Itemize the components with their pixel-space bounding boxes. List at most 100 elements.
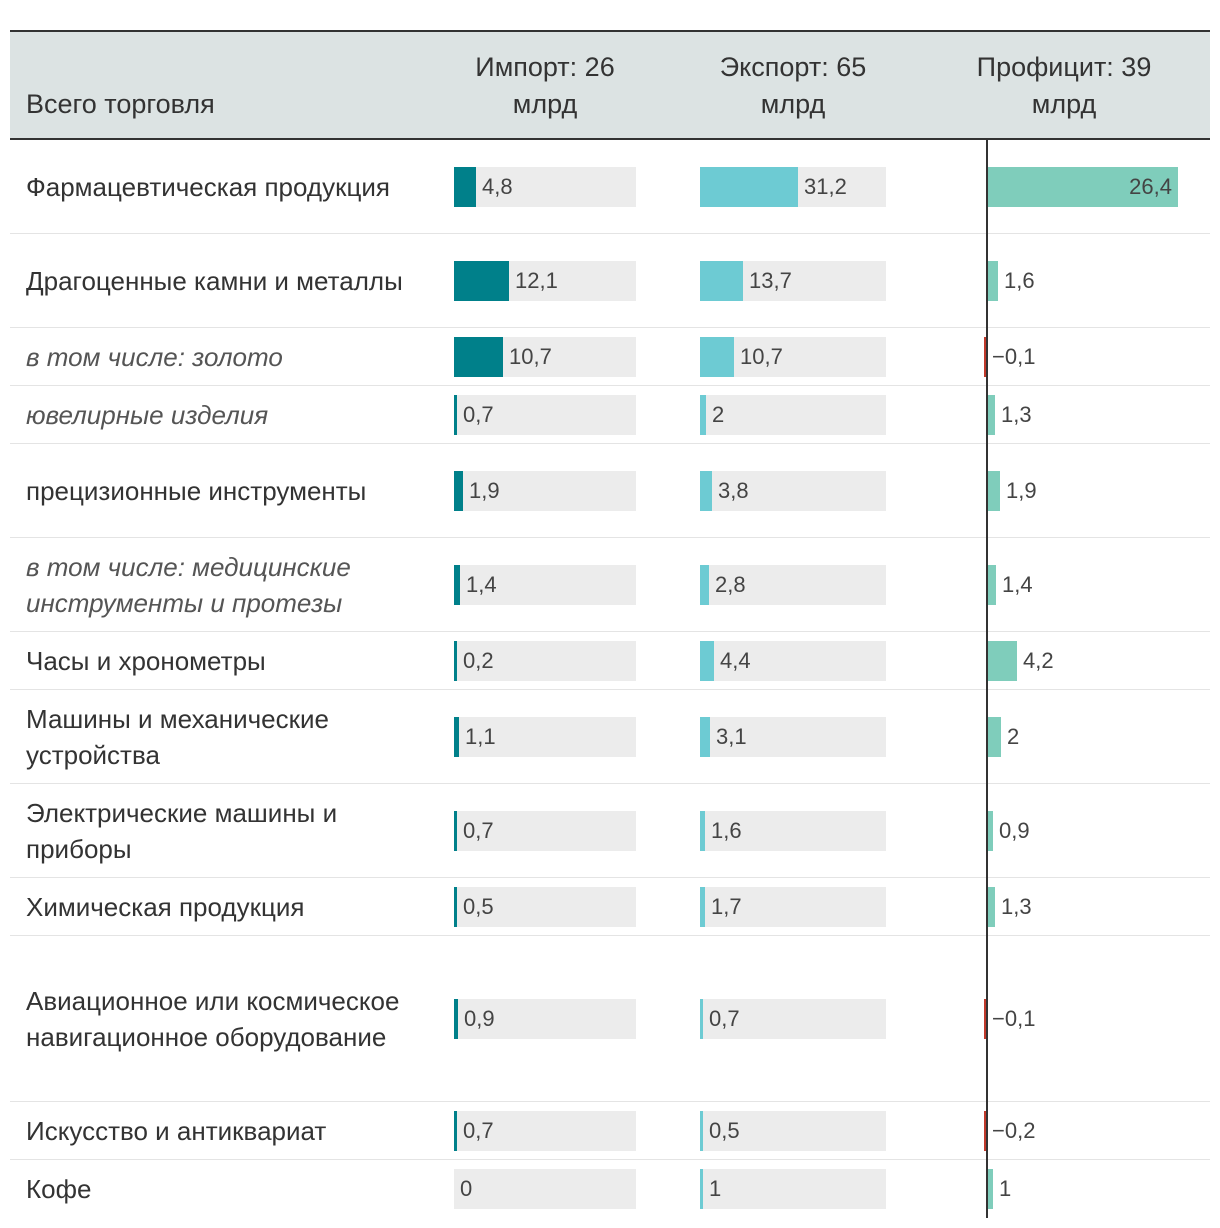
surplus-bar: [986, 260, 998, 301]
surplus-bar: [986, 564, 996, 605]
export-track: 0,7: [700, 998, 886, 1039]
row-label: Химическая продукция: [26, 891, 305, 922]
table-body: Фармацевтическая продукция 4,8 31,2 26,4 Дра…: [10, 140, 1210, 1218]
export-track: 1,7: [700, 886, 886, 927]
row-label: в том числе: золото: [26, 341, 283, 372]
import-bar: [454, 886, 457, 927]
import-value: 1,4: [466, 571, 497, 597]
export-track: 1: [700, 1169, 886, 1209]
import-value: 10,7: [509, 343, 552, 369]
export-bar: [700, 260, 743, 301]
export-value: 4,4: [720, 647, 751, 673]
import-track: 0,5: [454, 886, 636, 927]
export-bar: [700, 394, 706, 435]
import-value: 0,7: [463, 1117, 494, 1143]
table-header: Всего торговля Импорт: 26 млрд Экспорт: …: [10, 30, 1210, 140]
export-track: 3,1: [700, 716, 886, 757]
trade-table-chart: Всего торговля Импорт: 26 млрд Экспорт: …: [10, 30, 1210, 1218]
import-bar: [454, 640, 457, 681]
table-row: Часы и хронометры 0,2 4,4 4,2: [10, 632, 1210, 690]
export-bar: [700, 640, 714, 681]
export-value: 13,7: [749, 267, 792, 293]
import-track: 12,1: [454, 260, 636, 301]
export-value: 0,5: [709, 1117, 740, 1143]
table-row: прецизионные инструменты 1,9 3,8 1,9: [10, 444, 1210, 538]
surplus-value: 2: [1007, 723, 1020, 749]
export-value: 0,7: [709, 1005, 740, 1031]
header-import: Импорт: 26 млрд: [475, 52, 615, 119]
surplus-bar: [986, 1169, 993, 1209]
surplus-value: 1,6: [1004, 267, 1035, 293]
import-track: 0,2: [454, 640, 636, 681]
row-label: в том числе: медицинские инструменты и п…: [26, 551, 351, 618]
import-track: 4,8: [454, 166, 636, 207]
import-bar: [454, 166, 476, 207]
surplus-bar: [986, 166, 1178, 207]
import-value: 12,1: [515, 267, 558, 293]
import-value: 1,1: [465, 723, 496, 749]
export-bar: [700, 166, 798, 207]
table-row: Фармацевтическая продукция 4,8 31,2 26,4: [10, 140, 1210, 234]
surplus-value: 4,2: [1023, 647, 1054, 673]
surplus-value: 26,4: [1129, 173, 1172, 199]
surplus-bar: [986, 470, 1000, 511]
table-row: ювелирные изделия 0,7 2 1,3: [10, 386, 1210, 444]
surplus-bar: [986, 716, 1001, 757]
header-total-trade: Всего торговля: [26, 89, 215, 119]
import-value: 0,5: [463, 893, 494, 919]
table-row: Искусство и антиквариат 0,7 0,5 −0,2: [10, 1102, 1210, 1160]
export-bar: [700, 716, 710, 757]
surplus-zero-axis: [986, 140, 988, 1218]
row-label: Кофе: [26, 1174, 92, 1204]
export-track: 4,4: [700, 640, 886, 681]
import-track: 1,4: [454, 564, 636, 605]
row-label: Фармацевтическая продукция: [26, 171, 390, 202]
surplus-value: −0,2: [992, 1117, 1036, 1143]
table-row: в том числе: медицинские инструменты и п…: [10, 538, 1210, 632]
table-row: Машины и механические устройства 1,1 3,1 2: [10, 690, 1210, 784]
row-label: Авиационное или космическое навигационно…: [26, 985, 400, 1052]
import-value: 4,8: [482, 173, 513, 199]
import-value: 0,2: [463, 647, 494, 673]
surplus-bar: [984, 1110, 986, 1151]
import-value: 0,9: [464, 1005, 495, 1031]
header-surplus: Профицит: 39 млрд: [976, 52, 1152, 119]
surplus-value: 1: [999, 1176, 1012, 1201]
export-value: 1: [709, 1176, 722, 1201]
row-label: ювелирные изделия: [26, 399, 269, 430]
surplus-value: 1,3: [1001, 401, 1032, 427]
import-value: 0,7: [463, 817, 494, 843]
import-bar: [454, 1110, 457, 1151]
export-value: 1,6: [711, 817, 742, 843]
import-track: 0,9: [454, 998, 636, 1039]
import-track: 1,1: [454, 716, 636, 757]
export-track: 2,8: [700, 564, 886, 605]
import-track: 0: [454, 1169, 636, 1209]
import-track: 0,7: [454, 810, 636, 851]
surplus-bar: [986, 810, 993, 851]
export-track: 1,6: [700, 810, 886, 851]
export-value: 2,8: [715, 571, 746, 597]
export-bar: [700, 1110, 703, 1151]
import-value: 0: [460, 1176, 473, 1201]
export-track: 10,7: [700, 336, 886, 377]
row-label: Драгоценные камни и металлы: [26, 265, 403, 296]
import-bar: [454, 470, 463, 511]
import-bar: [454, 260, 509, 301]
export-track: 31,2: [700, 166, 886, 207]
surplus-bar: [986, 886, 995, 927]
surplus-bar: [986, 394, 995, 435]
import-bar: [454, 394, 457, 435]
import-bar: [454, 998, 458, 1039]
import-track: 0,7: [454, 1110, 636, 1151]
export-track: 13,7: [700, 260, 886, 301]
table-row: Химическая продукция 0,5 1,7 1,3: [10, 878, 1210, 936]
import-bar: [454, 716, 459, 757]
export-value: 31,2: [804, 173, 847, 199]
row-label: Машины и механические устройства: [26, 703, 329, 770]
export-bar: [700, 470, 712, 511]
surplus-bar: [984, 998, 986, 1039]
export-track: 3,8: [700, 470, 886, 511]
export-bar: [700, 886, 705, 927]
export-value: 3,8: [718, 477, 749, 503]
